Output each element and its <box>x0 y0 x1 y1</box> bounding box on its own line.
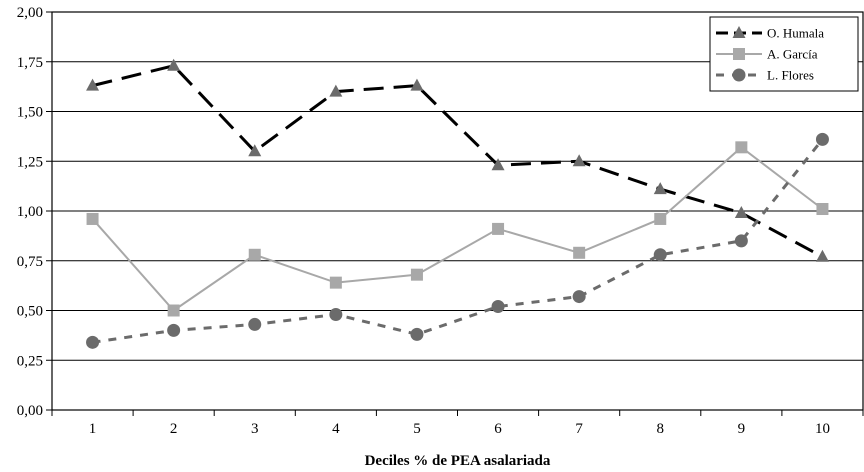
data-point <box>735 141 748 154</box>
data-point <box>815 249 829 262</box>
series-line <box>91 146 824 312</box>
y-tick-label: 1,50 <box>17 105 43 121</box>
data-point <box>248 144 262 157</box>
data-point <box>491 300 505 314</box>
y-tick-label: 1,25 <box>17 154 43 170</box>
data-point <box>86 78 100 91</box>
legend-marker <box>733 48 745 60</box>
y-tick-label: 0,00 <box>17 403 43 419</box>
x-tick-label: 10 <box>815 421 830 437</box>
legend-label: L. Flores <box>767 68 814 83</box>
x-tick-label: 2 <box>170 421 178 437</box>
series-line <box>92 138 824 344</box>
y-tick-label: 1,75 <box>17 55 43 71</box>
data-point <box>734 205 748 218</box>
data-point <box>329 84 343 97</box>
data-point <box>410 327 424 341</box>
data-point <box>491 158 505 171</box>
data-point <box>653 248 667 262</box>
data-point <box>410 268 423 281</box>
data-point <box>572 290 586 304</box>
legend-marker <box>732 26 746 38</box>
x-tick-label: 7 <box>575 421 583 437</box>
x-tick-label: 6 <box>494 421 502 437</box>
data-point <box>86 212 99 225</box>
x-tick-label: 5 <box>413 421 421 437</box>
data-point <box>248 248 261 261</box>
x-tick-label: 9 <box>738 421 746 437</box>
legend-label: O. Humala <box>767 26 824 41</box>
data-point <box>329 276 342 289</box>
data-point <box>492 222 505 235</box>
data-point <box>572 154 586 167</box>
y-tick-label: 0,75 <box>17 254 43 270</box>
data-point <box>734 234 748 248</box>
grid-lines <box>52 61 863 361</box>
series-a-garc-a <box>86 141 829 317</box>
legend: O. Humala A. García L. Flores <box>709 16 859 92</box>
y-tick-label: 2,00 <box>17 5 43 21</box>
data-point <box>816 203 829 216</box>
data-point <box>410 78 424 91</box>
data-point <box>167 323 181 337</box>
legend-label: A. García <box>767 47 818 62</box>
data-point <box>167 304 180 317</box>
data-point <box>654 212 667 225</box>
axes: 0,00 0,25 0,50 0,75 1,00 1,25 1,50 1,75 2,00 1 2 3 4… <box>17 5 864 469</box>
data-point <box>329 307 343 321</box>
data-point <box>815 132 829 146</box>
legend-marker <box>732 68 746 82</box>
x-tick-label: 8 <box>657 421 665 437</box>
x-tick-label: 1 <box>89 421 97 437</box>
x-tick-label: 4 <box>332 421 340 437</box>
y-tick-label: 1,00 <box>17 204 43 220</box>
x-axis-title: Deciles % de PEA asalariada <box>365 453 551 469</box>
data-point <box>248 317 262 331</box>
data-point <box>86 335 100 349</box>
series-layer <box>86 58 829 349</box>
x-tick-label: 3 <box>251 421 259 437</box>
y-tick-label: 0,25 <box>17 353 43 369</box>
y-tick-label: 0,50 <box>17 304 43 320</box>
data-point <box>167 58 181 71</box>
series-o-humala <box>86 58 829 262</box>
data-point <box>653 182 667 195</box>
series-line <box>92 64 824 259</box>
data-point <box>573 246 586 259</box>
series-l-flores <box>86 132 829 349</box>
